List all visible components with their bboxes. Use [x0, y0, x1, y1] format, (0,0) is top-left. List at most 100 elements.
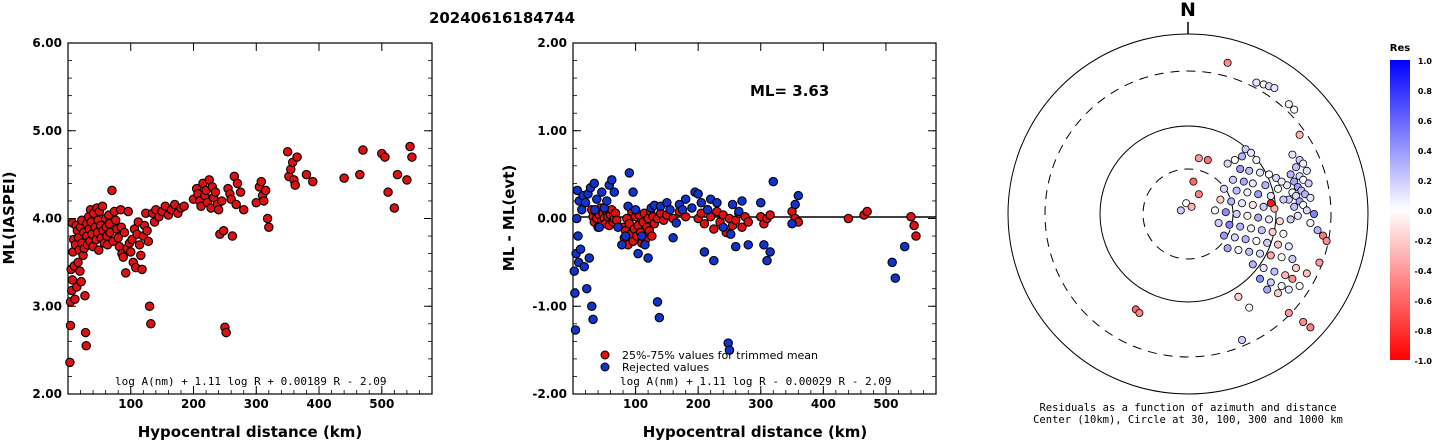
rejected-data-point	[637, 231, 647, 241]
rejected-data-point	[643, 253, 653, 263]
left-data-point	[118, 252, 128, 262]
polar-residual-point	[1194, 190, 1203, 199]
polar-residual-point	[1243, 188, 1252, 197]
left-data-point	[97, 201, 108, 211]
polar-residual-point	[1227, 197, 1236, 206]
rejected-data-point	[787, 219, 797, 229]
rejected-data-point	[589, 178, 600, 189]
polar-residual-point	[1252, 78, 1261, 87]
polar-residual-point	[1135, 308, 1144, 317]
polar-residual-point	[1286, 215, 1295, 224]
polar-residual-point	[1232, 186, 1241, 195]
left-data-point	[260, 185, 271, 196]
left-data-point	[231, 199, 241, 210]
left-data-point	[358, 145, 368, 155]
left-data-point	[110, 215, 121, 226]
polar-residual-point	[1292, 191, 1301, 200]
polar-residual-point	[1230, 233, 1239, 242]
polar-residual-point	[1182, 199, 1191, 208]
colorbar-tick-label: -0.6	[1415, 297, 1433, 306]
polar-residual-point	[1187, 202, 1196, 211]
rejected-data-point	[665, 204, 675, 215]
rejected-data-point	[734, 206, 744, 217]
polar-residual-point	[1277, 177, 1286, 186]
polar-residual-point	[1216, 195, 1225, 204]
polar-residual-point	[1245, 247, 1254, 256]
middle-panel: -2.00 -1.00 0.00 1.00 2.00 100 200 300 400 500 ML…	[500, 36, 937, 441]
rejected-data-point	[590, 204, 600, 215]
polar-residual-point	[1247, 148, 1256, 157]
rejected-data-point	[687, 203, 697, 213]
rejected-data-point	[569, 266, 580, 276]
rejected-data-point	[592, 194, 602, 204]
left-scatter-points	[65, 141, 417, 368]
left-data-point	[119, 227, 130, 238]
trimmed-data-point	[743, 217, 753, 227]
rejected-data-point	[768, 176, 779, 187]
left-xtick-label: 100	[118, 397, 143, 411]
polar-residual-point	[1259, 202, 1268, 211]
rejected-data-point	[793, 190, 804, 201]
rejected-data-point	[680, 194, 691, 204]
polar-residual-point	[1290, 177, 1299, 186]
left-data-point	[67, 275, 78, 285]
rejected-data-point	[709, 255, 719, 266]
polar-residual-point	[1223, 58, 1232, 67]
polar-residual-point	[1265, 170, 1274, 179]
left-data-point	[120, 268, 131, 278]
polar-residual-point	[1270, 84, 1279, 93]
polar-residual-point	[1306, 323, 1315, 332]
polar-residual-point	[1295, 130, 1304, 139]
polar-residual-point	[1220, 184, 1229, 193]
polar-residual-point	[1248, 200, 1257, 209]
left-data-point	[389, 203, 400, 213]
polar-residual-point	[1236, 222, 1245, 231]
rejected-data-point	[790, 199, 800, 210]
polar-residual-point	[1302, 269, 1311, 278]
left-data-point	[301, 169, 312, 180]
rejected-data-point	[597, 187, 607, 197]
left-data-point	[143, 236, 154, 247]
middle-scatter-points	[569, 168, 921, 355]
colorbar-gradient	[1390, 60, 1410, 360]
left-data-point	[144, 301, 155, 311]
left-data-point	[80, 327, 91, 338]
left-data-point	[380, 152, 390, 162]
polar-residual-point	[1284, 242, 1293, 251]
left-data-point	[179, 201, 189, 211]
rejected-data-point	[724, 345, 735, 355]
polar-residual-point	[1286, 170, 1295, 179]
left-data-point	[292, 152, 302, 162]
trimmed-data-point	[699, 219, 710, 229]
polar-residual-point	[1234, 245, 1243, 254]
left-ytick-label: 4.00	[32, 212, 62, 226]
rejected-data-point	[725, 229, 736, 240]
rejected-data-point	[580, 197, 591, 208]
polar-residual-point	[1313, 226, 1322, 235]
polar-residual-point	[1252, 155, 1261, 164]
polar-residual-point	[1277, 253, 1286, 262]
polar-residual-point	[1292, 163, 1301, 172]
polar-residual-point	[1245, 303, 1254, 312]
polar-residual-point	[1241, 145, 1250, 154]
rejected-data-point	[594, 222, 605, 233]
left-ytick-label: 2.00	[32, 387, 62, 401]
north-label: N	[1180, 0, 1196, 21]
polar-residual-point	[1284, 100, 1293, 109]
rejected-data-point	[765, 247, 775, 257]
polar-residual-point	[1243, 211, 1252, 220]
ml-event-label: ML= 3.63	[750, 82, 829, 100]
left-data-point	[405, 141, 415, 152]
polar-residual-point	[1241, 235, 1250, 244]
polar-residual-point	[1274, 289, 1283, 298]
polar-residual-point	[1223, 159, 1232, 168]
polar-residual-point	[1234, 292, 1243, 301]
left-data-point	[126, 247, 136, 257]
polar-residual-point	[1203, 155, 1212, 164]
left-data-point	[339, 173, 349, 183]
rejected-data-point	[756, 197, 766, 208]
colorbar-tick-label: 0.8	[1418, 87, 1433, 96]
rejected-data-point	[617, 240, 627, 250]
left-data-point	[213, 204, 224, 215]
colorbar: Res 1.0 0.8 0.6 0.4 0.2 0.0 -0.2 -0.4 -0.6 -0.8 -1…	[1390, 43, 1433, 366]
